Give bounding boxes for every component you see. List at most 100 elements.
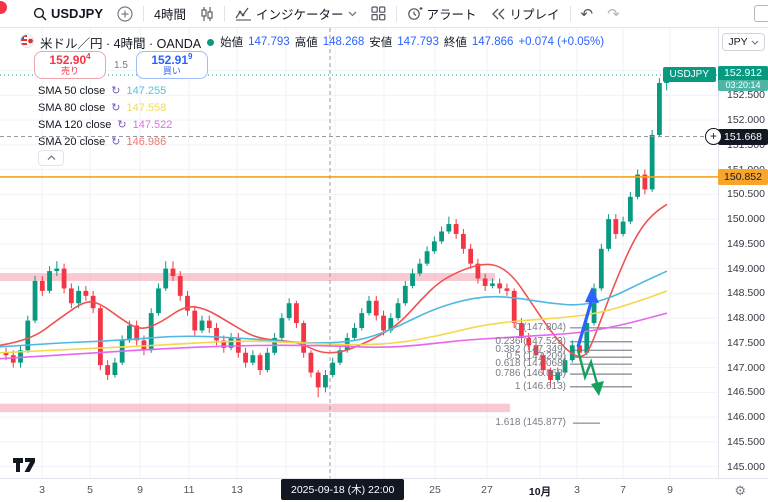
sell-price-sup: 4 bbox=[86, 52, 91, 62]
price-tick: 149.000 bbox=[727, 262, 765, 275]
gridlines bbox=[0, 28, 718, 478]
toolbar-divider bbox=[395, 5, 397, 22]
spread-value: 1.5 bbox=[114, 59, 128, 71]
chevron-down-icon bbox=[348, 11, 357, 17]
price-tick: 147.000 bbox=[727, 361, 765, 374]
price-tick: 146.500 bbox=[727, 386, 765, 399]
price-tick: 150.500 bbox=[727, 188, 765, 201]
notification-dot bbox=[0, 1, 7, 14]
fib-level-label: 0.382 (147.349) bbox=[495, 344, 566, 356]
symbol-flag-icon bbox=[20, 33, 34, 51]
sma-80-row[interactable]: SMA 80 close ↻ 147.558 bbox=[38, 99, 172, 116]
redo-button[interactable]: ↷ bbox=[600, 2, 627, 26]
replay-button[interactable]: リプレイ bbox=[484, 2, 567, 26]
grid-layout-icon bbox=[370, 6, 386, 21]
crosshair-date-label: 2025-09-18 (木) 22:00 bbox=[281, 479, 405, 500]
alert-price-label[interactable]: 150.852 bbox=[718, 169, 768, 185]
replay-label: リプレイ bbox=[509, 8, 560, 22]
sma-120-row[interactable]: SMA 120 close ↻ 147.522 bbox=[38, 116, 172, 133]
plus-circle-icon bbox=[117, 5, 133, 22]
chart-legend: 米ドル／円 · 4時間 · OANDA 始値 147.793 高値 148.268 … bbox=[20, 33, 605, 51]
high-label: 高値 bbox=[294, 37, 318, 49]
chevron-up-icon bbox=[47, 155, 55, 160]
toolbar-divider bbox=[223, 5, 225, 22]
quote-panel: 152.904 売り 1.5 152.919 買い bbox=[34, 51, 208, 79]
sma-120-value: 147.522 bbox=[132, 118, 173, 131]
current-price-value: 152.912 bbox=[718, 66, 768, 80]
fib-level-label: 1 (146.613) bbox=[514, 380, 566, 392]
sma-50-value: 147.255 bbox=[126, 84, 167, 97]
symbol-search-button[interactable]: USDJPY bbox=[26, 2, 110, 26]
layout-grid-button[interactable] bbox=[364, 2, 393, 26]
legend-title[interactable]: 米ドル／円 · 4時間 · OANDA bbox=[40, 36, 202, 51]
ma-line-sma-50 bbox=[0, 270, 668, 348]
time-tick: 3 bbox=[574, 484, 580, 496]
buy-button[interactable]: 152.919 買い bbox=[135, 51, 208, 79]
add-alert-plus-icon[interactable]: + bbox=[705, 128, 722, 145]
sma-80-value: 147.558 bbox=[126, 101, 167, 114]
alert-label: アラート bbox=[426, 8, 477, 22]
redo-icon: ↷ bbox=[607, 5, 620, 23]
symbol-label: USDJPY bbox=[51, 6, 104, 21]
sma-20-row[interactable]: SMA 20 close ↻ 146.986 bbox=[38, 133, 172, 150]
indicator-legend: SMA 50 close ↻ 147.255 SMA 80 close ↻ 14… bbox=[38, 82, 172, 150]
current-price-symbol-pill: USDJPY bbox=[662, 67, 716, 82]
tradingview-logo[interactable] bbox=[13, 457, 37, 473]
sma-120-label: SMA 120 close bbox=[38, 118, 112, 131]
sell-label: 売り bbox=[60, 66, 79, 77]
sell-button[interactable]: 152.904 売り bbox=[34, 51, 106, 79]
time-tick: 10月 bbox=[528, 486, 552, 498]
price-tick: 147.500 bbox=[727, 336, 765, 349]
open-label: 始値 bbox=[220, 37, 244, 49]
change-value: +0.074 (+0.05%) bbox=[518, 36, 605, 48]
toolbar-divider bbox=[569, 5, 571, 22]
price-tick: 152.500 bbox=[727, 89, 765, 102]
open-value: 147.793 bbox=[248, 36, 290, 48]
price-axis[interactable]: 153.000152.500152.000151.500151.000150.5… bbox=[718, 28, 768, 478]
ma-line-sma-80 bbox=[0, 290, 668, 354]
fib-level-label: 0.236 (147.523) bbox=[495, 335, 566, 347]
panel-toggle-button[interactable] bbox=[754, 5, 768, 22]
indicators-label: インジケーター bbox=[255, 8, 344, 22]
toolbar-divider bbox=[143, 5, 145, 22]
candlestick-icon bbox=[200, 6, 214, 22]
fib-level-label: 1.618 (145.877) bbox=[495, 417, 566, 429]
time-tick: 5 bbox=[87, 484, 93, 496]
price-tick: 145.500 bbox=[727, 435, 765, 448]
market-open-dot bbox=[207, 38, 215, 46]
search-icon bbox=[33, 7, 47, 21]
indicators-icon bbox=[235, 6, 252, 21]
time-tick: 13 bbox=[231, 484, 243, 496]
chevron-down-icon bbox=[751, 40, 759, 45]
compare-add-button[interactable] bbox=[110, 2, 140, 26]
drawing-arrows bbox=[576, 287, 604, 396]
price-tick: 145.000 bbox=[727, 460, 765, 473]
time-tick: 25 bbox=[429, 484, 441, 496]
undo-icon: ↶ bbox=[580, 5, 594, 23]
highlight-bands bbox=[0, 273, 510, 413]
fib-level-label: 0 (147.804) bbox=[514, 321, 566, 333]
undo-button[interactable]: ↶ bbox=[574, 2, 601, 26]
crosshair bbox=[0, 28, 718, 478]
axis-settings-gear-icon[interactable]: ⚙ bbox=[734, 483, 746, 498]
low-value: 147.793 bbox=[397, 36, 439, 48]
time-tick: 7 bbox=[620, 484, 626, 496]
indicators-button[interactable]: インジケーター bbox=[228, 2, 364, 26]
crosshair-price-label: 151.668 bbox=[718, 129, 768, 145]
sma-50-row[interactable]: SMA 50 close ↻ 147.255 bbox=[38, 82, 172, 99]
interval-button[interactable]: 4時間 bbox=[147, 2, 193, 26]
sma-50-label: SMA 50 close bbox=[38, 84, 106, 97]
fib-level-label: 0.786 (146.868) bbox=[495, 368, 566, 380]
fib-level-label: 0.5 (147.209) bbox=[506, 351, 567, 363]
close-value: 147.866 bbox=[471, 36, 514, 48]
chart-style-button[interactable] bbox=[193, 2, 221, 26]
time-tick: 9 bbox=[137, 484, 143, 496]
bar-countdown: 03:20:14 bbox=[718, 80, 768, 91]
time-tick: 27 bbox=[481, 484, 493, 496]
price-tick: 150.000 bbox=[727, 213, 765, 226]
price-tick: 149.500 bbox=[727, 237, 765, 250]
alert-button[interactable]: アラート bbox=[400, 2, 484, 26]
currency-unit-button[interactable]: JPY bbox=[722, 33, 765, 51]
collapse-legend-button[interactable] bbox=[38, 150, 64, 166]
